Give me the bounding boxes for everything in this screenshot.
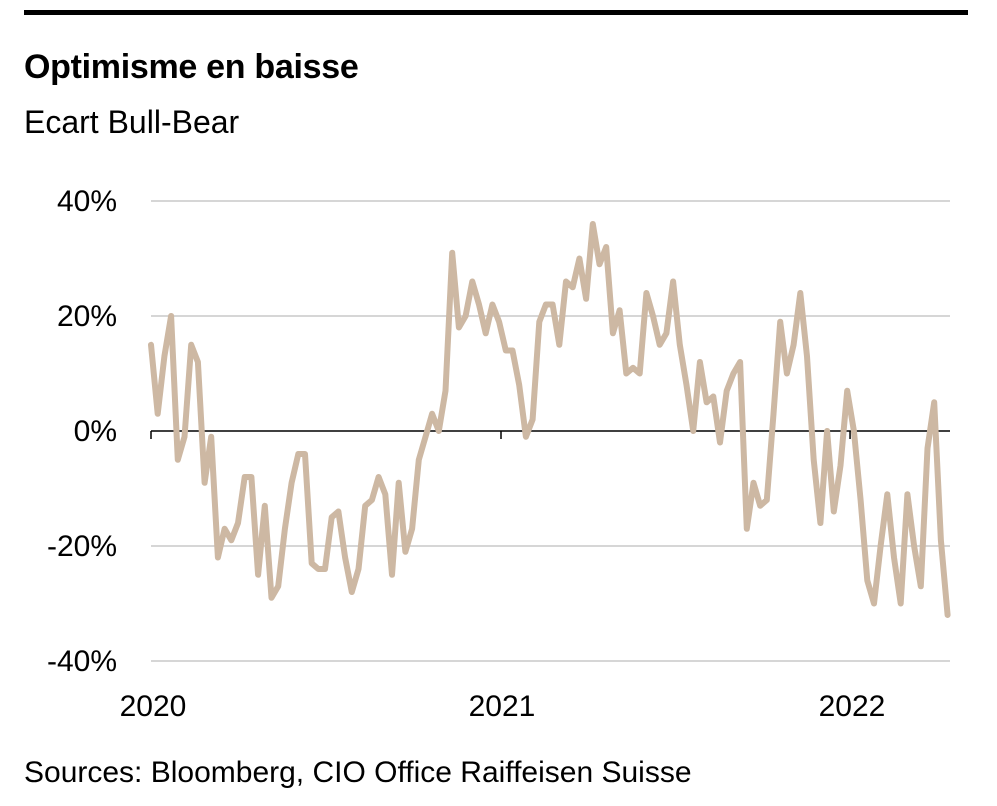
source-note: Sources: Bloomberg, CIO Office Raiffeise… [24, 756, 692, 789]
chart-title: Optimisme en baisse [24, 48, 359, 86]
y-tick-label: -20% [47, 530, 117, 563]
top-rule [24, 10, 968, 15]
x-tick-label: 2020 [120, 690, 187, 723]
x-tick-label: 2022 [819, 690, 886, 723]
y-tick-label: 0% [74, 415, 117, 448]
x-axis: 2020 2021 2022 [120, 431, 886, 723]
y-tick-label: -40% [47, 645, 117, 678]
series-line [148, 221, 951, 618]
series-group [148, 221, 951, 618]
y-tick-label: 20% [57, 300, 117, 333]
y-tick-label: 40% [57, 185, 117, 218]
x-tick-label: 2021 [469, 690, 536, 723]
chart-subtitle: Ecart Bull-Bear [24, 104, 240, 140]
y-tick-labels: 40% 20% 0% -20% -40% [47, 185, 117, 678]
gridlines [151, 200, 950, 662]
